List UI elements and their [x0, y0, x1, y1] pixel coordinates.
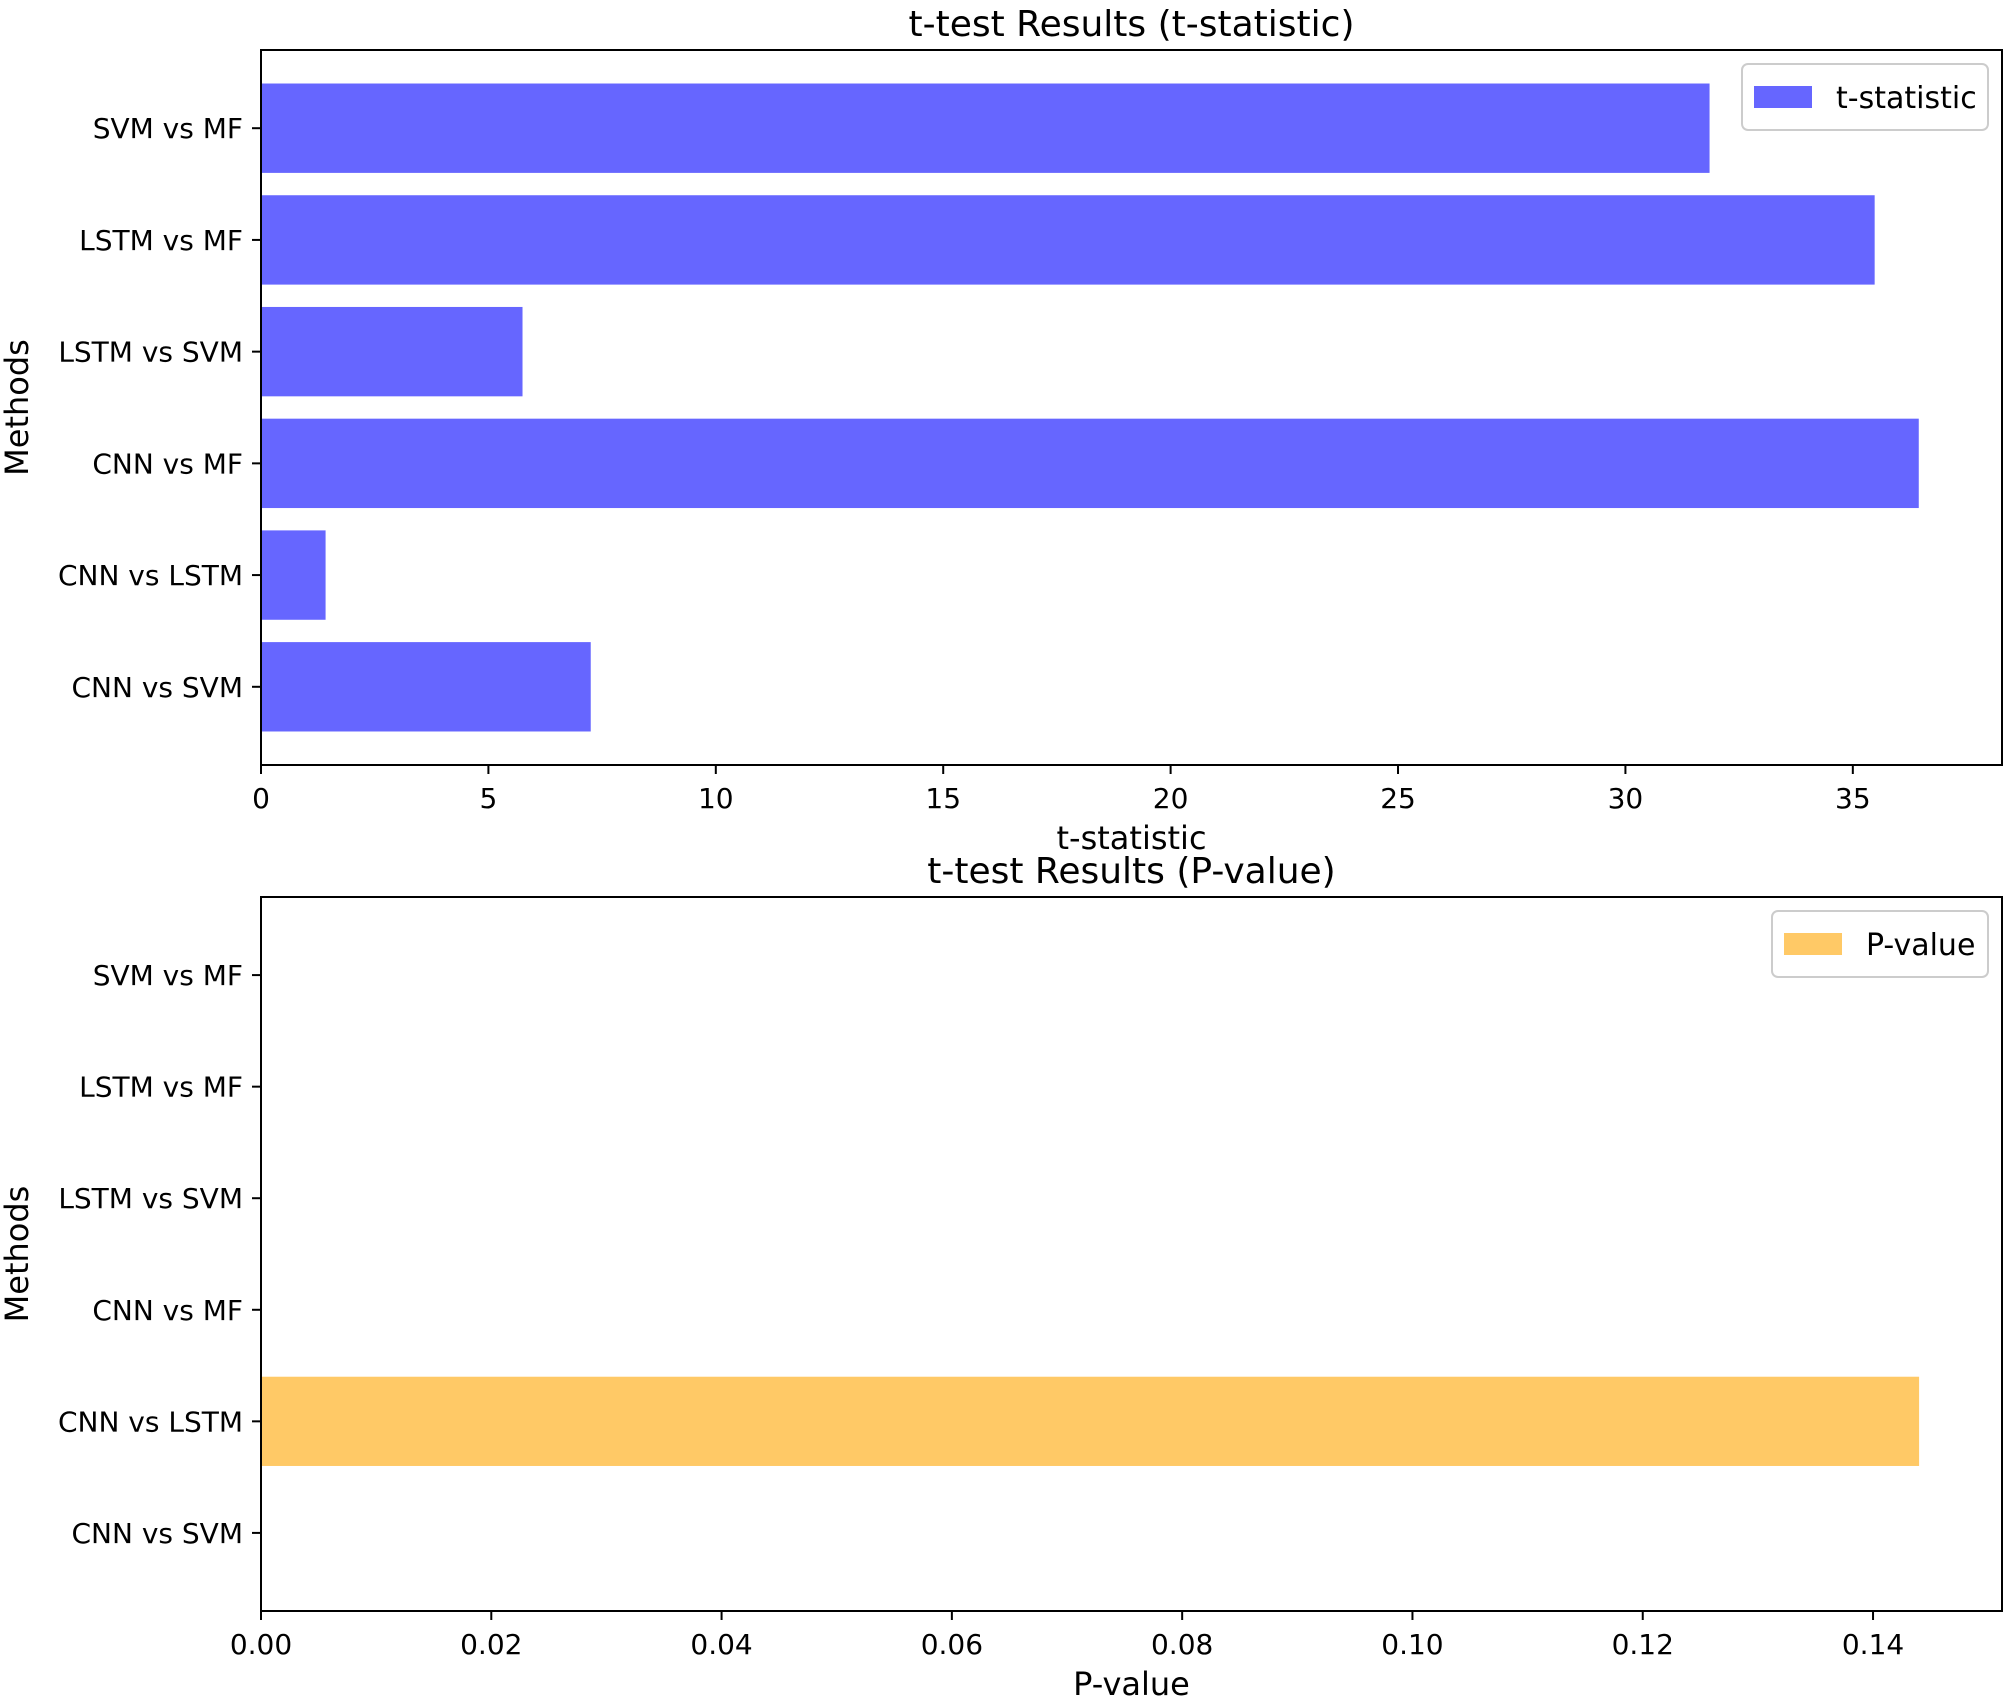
p-value-x-tick-label: 0.10	[1381, 1628, 1443, 1661]
t-statistic-chart-title: t-test Results (t-statistic)	[908, 4, 1354, 45]
t-statistic-x-tick-label: 30	[1608, 782, 1644, 815]
p-value-legend	[1771, 910, 1989, 978]
t-statistic-x-tick-label: 10	[698, 782, 734, 815]
p-value-legend-label: P-value	[1866, 928, 1975, 963]
p-value-y-tick-label: CNN vs MF	[92, 1294, 243, 1327]
p-value-x-tick-label: 0.08	[1151, 1628, 1213, 1661]
t-statistic-y-tick-label: LSTM vs SVM	[58, 336, 243, 369]
t-statistic-bar-cnn-vs-svm	[261, 642, 591, 732]
t-statistic-y-tick-label: SVM vs MF	[93, 112, 243, 145]
t-statistic-y-tick-label: LSTM vs MF	[79, 224, 243, 257]
p-value-bar-cnn-vs-lstm	[261, 1376, 1920, 1466]
t-statistic-legend	[1741, 63, 1989, 131]
p-value-axes-frame	[260, 896, 2003, 1612]
t-statistic-y-tick-label: CNN vs LSTM	[58, 559, 243, 592]
t-statistic-bar-lstm-vs-svm	[261, 306, 523, 397]
p-value-y-tick-label: CNN vs SVM	[72, 1517, 244, 1550]
p-value-x-tick-label: 0.00	[230, 1628, 292, 1661]
t-statistic-x-tick-label: 20	[1153, 782, 1189, 815]
t-statistic-y-tick-label: CNN vs MF	[92, 447, 243, 480]
p-value-y-tick-label: LSTM vs MF	[79, 1071, 243, 1104]
p-value-y-tick-label: LSTM vs SVM	[58, 1182, 243, 1215]
p-value-x-tick-label: 0.14	[1842, 1628, 1904, 1661]
p-value-x-tick-label: 0.12	[1612, 1628, 1674, 1661]
t-statistic-y-axis-label: Methods	[0, 339, 36, 476]
t-statistic-bar-lstm-vs-mf	[261, 195, 1875, 285]
p-value-chart: t-test Results (P-value) 0.00 0.02 0.04 0.06…	[0, 851, 2003, 1700]
t-statistic-axes-frame	[260, 49, 2003, 766]
p-value-x-tick-label: 0.02	[460, 1628, 522, 1661]
p-value-x-tick-label: 0.04	[690, 1628, 752, 1661]
p-value-x-axis-label: P-value	[1073, 1665, 1190, 1700]
p-value-y-axis-label: Methods	[0, 1186, 36, 1323]
p-value-legend-swatch	[1784, 933, 1842, 955]
t-statistic-bar-cnn-vs-mf	[261, 418, 1919, 509]
t-statistic-legend-swatch	[1754, 86, 1812, 108]
t-statistic-legend-label: t-statistic	[1836, 81, 1977, 116]
t-statistic-x-tick-label: 25	[1380, 782, 1416, 815]
t-statistic-x-tick-label: 5	[479, 782, 497, 815]
t-statistic-bar-svm-vs-mf	[261, 83, 1710, 173]
t-statistic-x-tick-label: 15	[925, 782, 961, 815]
p-value-y-tick-label: CNN vs LSTM	[58, 1405, 243, 1438]
t-statistic-chart: t-test Results (t-statistic) 0 5 10 15 20 25 30…	[0, 4, 2003, 857]
t-statistic-x-tick-label: 0	[252, 782, 270, 815]
t-statistic-y-tick-label: CNN vs SVM	[72, 671, 244, 704]
t-statistic-x-tick-label: 35	[1835, 782, 1871, 815]
p-value-chart-title: t-test Results (P-value)	[927, 851, 1335, 892]
p-value-y-tick-label: SVM vs MF	[93, 959, 243, 992]
t-statistic-bar-cnn-vs-lstm	[261, 530, 326, 620]
t-statistic-x-axis-label: t-statistic	[1056, 819, 1206, 857]
p-value-x-tick-label: 0.06	[921, 1628, 983, 1661]
